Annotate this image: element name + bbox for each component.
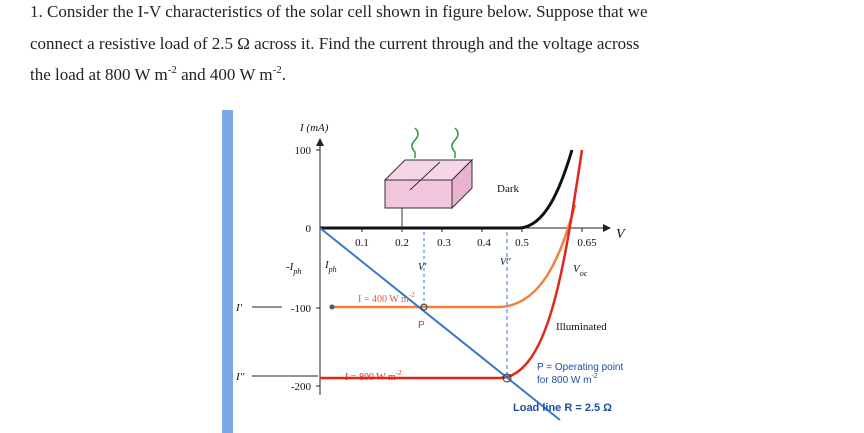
text: ph [328,265,337,274]
text: I = 400 W m [358,294,409,305]
label: V'' [500,257,511,268]
tick-label: 100 [295,145,312,157]
text: -2 [591,373,597,380]
text: and 400 W m [177,65,273,84]
text: -2 [409,291,415,299]
text: the load at 800 W m [30,65,168,84]
label: V' [418,262,427,273]
label: Voc [573,263,588,278]
label: -Iph [286,261,301,276]
tick-label: -100 [291,303,312,315]
text: I = 800 W m [345,372,396,383]
label: Illuminated [556,321,607,333]
text: -2 [396,369,402,377]
problem-line: the load at 800 W m-2 and 400 W m-2. [30,64,286,84]
label: I'' [235,371,245,383]
label: Load line R = 2.5 Ω [513,402,612,414]
axis-label: V [616,227,626,242]
tick-label: 0.65 [577,237,597,249]
tick-label: 0 [306,223,312,235]
axis-label: I (mA) [299,122,329,134]
text: -I [286,261,295,273]
dark-curve [320,149,574,230]
label: I = 800 W m-2 [345,369,402,383]
tick-label: 0.1 [355,237,369,249]
tick-label: 0.2 [395,237,409,249]
figure: I (mA) 100 0 -100 -200 0.1 0.2 0.3 0.4 0… [235,122,626,421]
operating-point [420,303,428,311]
side-bar [222,110,233,433]
wire [401,161,441,230]
cell [384,179,453,209]
curve-800 [320,149,584,380]
label: I' [235,302,243,314]
text: -2 [273,64,282,76]
label: for 800 W m-2 [537,373,598,386]
cell [451,158,473,210]
light [411,127,459,158]
tick-label: 0.5 [515,237,529,249]
problem-line: connect a resistive load of 2.5 Ω across… [30,34,639,53]
marker [329,304,335,310]
problem-line: 1. Consider the I-V characteristics of t… [30,2,648,21]
arrow [603,224,611,232]
load-line [319,227,561,421]
arrow [316,138,324,146]
label: Dark [497,183,519,195]
label: Iph [324,259,337,274]
label: I = 400 W m-2 [358,291,415,305]
problem: 1. Consider the I-V characteristics of t… [30,2,648,84]
label: P [418,320,425,331]
text: V [573,263,581,275]
text: oc [580,269,588,278]
tick-label: -200 [291,381,312,393]
text: for 800 W m [537,375,591,386]
label: P = Operating point [537,362,623,373]
text: . [282,65,286,84]
text: I [324,259,330,271]
text: -2 [168,64,177,76]
tick-label: 0.4 [477,237,491,249]
operating-point [502,373,512,383]
text: ph [292,267,301,276]
tick-label: 0.3 [437,237,451,249]
